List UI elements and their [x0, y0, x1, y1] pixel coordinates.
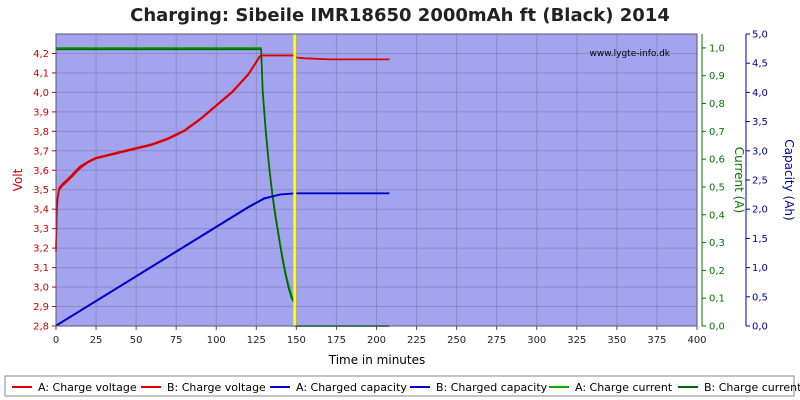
capacity-tick-label: 1,5: [752, 234, 768, 245]
capacity-tick-label: 5,0: [752, 30, 768, 41]
x-tick-label: 325: [567, 335, 586, 346]
legend-label: A: Charge voltage: [38, 381, 137, 394]
capacity-tick-label: 4,5: [752, 59, 768, 70]
x-tick-label: 100: [207, 335, 226, 346]
volt-tick-label: 3,5: [33, 185, 49, 196]
current-tick-label: 0,7: [709, 127, 725, 138]
capacity-tick-label: 3,0: [752, 146, 768, 157]
volt-tick-label: 3,7: [33, 146, 49, 157]
volt-tick-label: 3,2: [33, 244, 49, 255]
volt-tick-label: 3,6: [33, 166, 49, 177]
volt-tick-label: 3,9: [33, 107, 49, 118]
legend-label: B: Charge voltage: [167, 381, 266, 394]
volt-tick-label: 2,9: [33, 302, 49, 313]
y-axis-label-capacity: Capacity (Ah): [782, 139, 796, 220]
series-line-b-charged-capacity: [55, 192, 390, 327]
volt-tick-label: 3,4: [33, 205, 49, 216]
legend-label: B: Charge current: [704, 381, 800, 394]
x-tick-label: 200: [367, 335, 386, 346]
current-tick-label: 0,6: [709, 155, 725, 166]
y-axis-label-current: Current (A): [732, 147, 746, 213]
capacity-tick-label: 3,5: [752, 117, 768, 128]
x-tick-label: 250: [447, 335, 466, 346]
current-tick-label: 0,8: [709, 99, 725, 110]
capacity-tick-label: 4,0: [752, 88, 768, 99]
volt-tick-label: 2,8: [33, 322, 49, 333]
volt-tick-label: 4,2: [33, 49, 49, 60]
current-tick-label: 0,1: [709, 294, 725, 305]
capacity-tick-label: 2,5: [752, 176, 768, 187]
series-line-b-charge-voltage: [55, 54, 390, 249]
current-tick-label: 0,4: [709, 210, 725, 221]
x-tick-label: 300: [527, 335, 546, 346]
y-axis-label-volt: Volt: [11, 168, 25, 191]
chart-title: Charging: Sibeile IMR18650 2000mAh ft (B…: [130, 5, 670, 26]
x-tick-label: 50: [130, 335, 143, 346]
current-tick-label: 0,2: [709, 266, 725, 277]
current-tick-label: 0,3: [709, 238, 725, 249]
legend-label: A: Charge current: [575, 381, 673, 394]
x-tick-label: 125: [247, 335, 266, 346]
current-tick-label: 0,5: [709, 182, 725, 193]
x-tick-label: 75: [170, 335, 183, 346]
x-tick-label: 375: [647, 335, 666, 346]
volt-tick-label: 4,1: [33, 68, 49, 79]
x-tick-label: 25: [90, 335, 103, 346]
legend: A: Charge voltage B: Charge voltage A: Cha…: [4, 375, 800, 397]
volt-tick-label: 3,3: [33, 224, 49, 235]
volt-tick-label: 3,8: [33, 127, 49, 138]
x-tick-label: 0: [53, 335, 59, 346]
x-tick-label: 275: [487, 335, 506, 346]
x-tick-label: 225: [407, 335, 426, 346]
volt-tick-label: 3,1: [33, 263, 49, 274]
volt-tick-label: 4,0: [33, 88, 49, 99]
watermark: www.lygte-info.dk: [590, 49, 671, 59]
capacity-tick-label: 0,5: [752, 292, 768, 303]
legend-box: [4, 375, 795, 397]
volt-tick-label: 3,0: [33, 283, 49, 294]
current-tick-label: 0,9: [709, 71, 725, 82]
capacity-tick-label: 2,0: [752, 205, 768, 216]
x-tick-label: 175: [327, 335, 346, 346]
x-tick-label: 400: [687, 335, 706, 346]
legend-label: B: Charged capacity: [436, 381, 548, 394]
current-tick-label: 0,0: [709, 322, 725, 333]
x-tick-label: 350: [607, 335, 626, 346]
current-tick-label: 1,0: [709, 43, 725, 54]
x-axis-label: Time in minutes: [328, 353, 426, 367]
capacity-tick-label: 1,0: [752, 263, 768, 274]
x-tick-label: 150: [287, 335, 306, 346]
capacity-tick-label: 0,0: [752, 322, 768, 333]
legend-label: A: Charged capacity: [296, 381, 407, 394]
